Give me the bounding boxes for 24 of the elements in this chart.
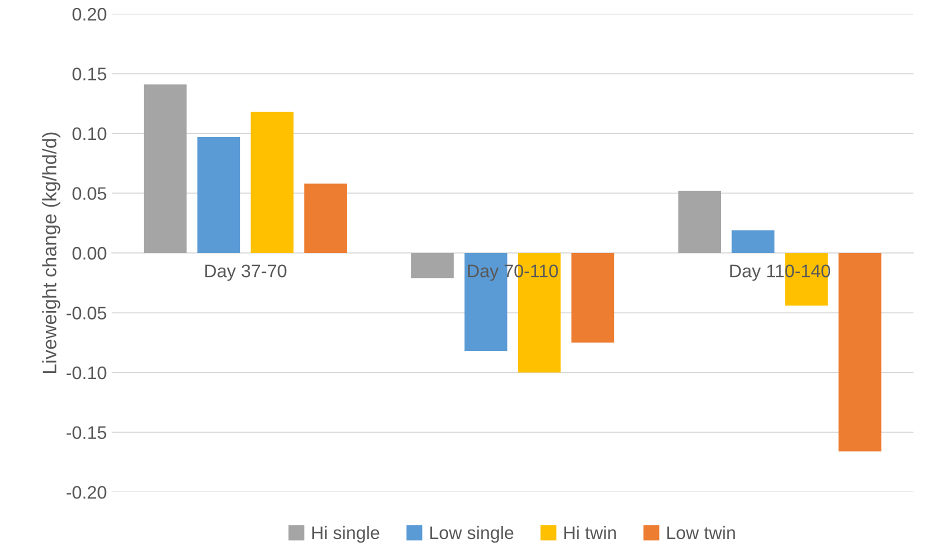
legend-label: Low twin [667,526,735,540]
y-tick-label: -0.10 [66,366,106,380]
legend-label: Hi single [312,526,380,543]
bar [250,112,294,253]
legend-label: Low single [430,526,514,543]
y-tick-label: 0.10 [72,127,106,140]
y-tick-label: 0.05 [72,187,106,200]
bar [411,252,454,278]
y-tick-label: 0.15 [72,68,106,80]
bar [678,190,721,253]
bar [197,137,240,253]
bar [304,184,347,253]
y-tick-label: -0.15 [66,426,106,440]
bar [571,252,614,343]
y-tick-label: -0.05 [66,306,106,320]
legend-label: Hi twin [564,526,616,540]
x-tick-label: Day 37-70 [205,264,286,281]
y-tick-label: 0.00 [72,246,106,260]
y-tick-label: -0.20 [66,486,106,499]
y-tick-label: 0.20 [72,8,106,21]
bar [732,230,774,253]
bar [144,84,187,253]
y-axis-title: Liveweight change (kg/hd/d) [42,132,60,373]
bar [838,252,882,452]
